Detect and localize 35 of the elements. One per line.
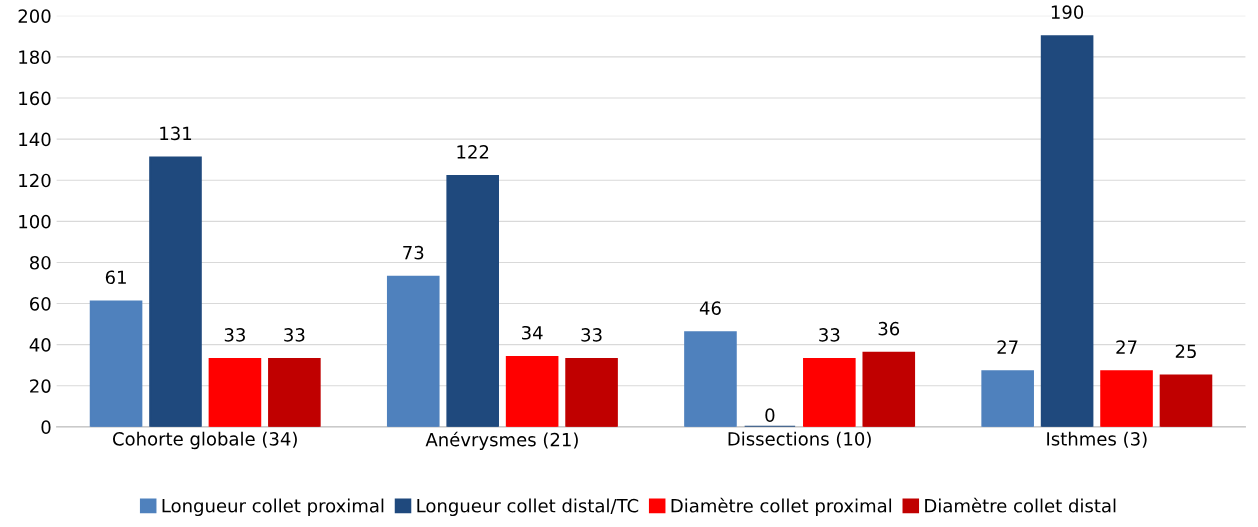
data-label: 33 <box>224 328 245 342</box>
x-tick-label: Dissections (10) <box>728 431 871 448</box>
data-label: 61 <box>105 270 126 285</box>
y-tick-label: 100 <box>19 214 51 229</box>
legend-label: Diamètre collet proximal <box>671 497 892 517</box>
y-tick-label: 120 <box>19 173 51 188</box>
data-label: 0 <box>765 408 775 422</box>
y-tick-label: 160 <box>19 91 51 106</box>
data-label: 190 <box>1051 5 1084 19</box>
data-label: 33 <box>819 328 840 342</box>
y-tick-label: 40 <box>29 338 51 352</box>
y-tick-label: 80 <box>30 255 51 270</box>
data-label: 36 <box>878 321 900 336</box>
y-tick-label: 140 <box>19 132 51 147</box>
y-tick-label: 200 <box>18 9 51 23</box>
x-tick-label: Cohorte globale (34) <box>112 431 297 450</box>
data-label: 131 <box>160 126 192 141</box>
y-tick-label: 20 <box>30 379 51 393</box>
data-label: 122 <box>457 145 489 159</box>
legend-label: Longueur collet distal/TC <box>417 498 639 517</box>
data-label: 25 <box>1175 344 1196 359</box>
data-label: 33 <box>284 328 305 342</box>
data-label: 27 <box>997 340 1018 354</box>
data-label: 33 <box>581 328 602 342</box>
data-label: 27 <box>1116 340 1137 354</box>
legend-label: Diamètre collet distal <box>925 497 1116 513</box>
legend-label: Longueur collet proximal <box>162 498 384 517</box>
data-label: 46 <box>699 301 721 315</box>
x-tick-label: Anévrysmes (21) <box>425 431 578 450</box>
data-label: 73 <box>403 245 424 260</box>
y-tick-label: 0 <box>41 420 51 434</box>
data-label: 34 <box>522 325 543 340</box>
x-tick-label: Isthmes (3) <box>1047 431 1147 448</box>
y-tick-label: 60 <box>30 297 51 311</box>
y-tick-label: 180 <box>19 50 51 65</box>
